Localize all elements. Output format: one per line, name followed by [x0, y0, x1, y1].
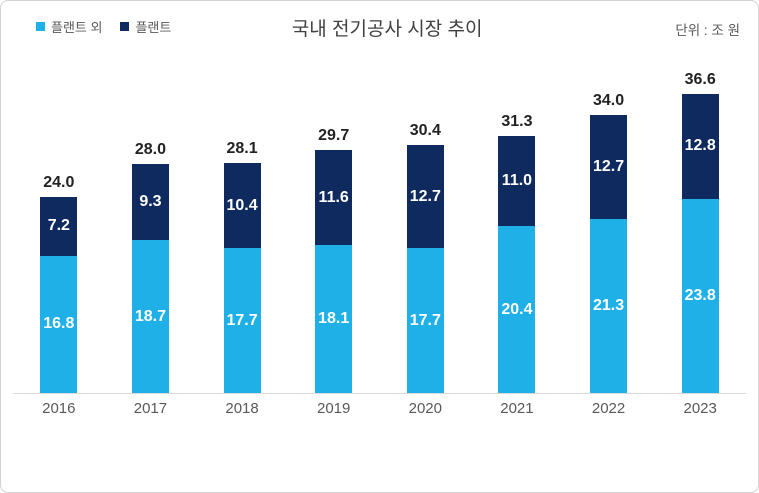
bar-total-label: 28.1 — [226, 140, 258, 158]
bar-total-label: 29.7 — [318, 127, 350, 145]
bar-segment-value: 16.8 — [43, 315, 75, 333]
bar-segment-value: 9.3 — [139, 193, 162, 211]
bar-segment-value: 18.7 — [134, 307, 166, 325]
x-axis-label: 2018 — [225, 400, 259, 417]
bar-column: 29.7 11.6 18.1 — [288, 127, 380, 393]
bar-segment-value: 18.1 — [318, 310, 350, 328]
bar-segment-value: 20.4 — [501, 300, 533, 318]
bar-segment-plant: 12.8 — [681, 94, 719, 199]
bar-total-label: 30.4 — [409, 121, 441, 139]
chart-title: 국내 전기공사 시장 추이 — [291, 19, 483, 40]
x-axis-label: 2016 — [42, 400, 76, 417]
bar-segment-value: 12.8 — [684, 137, 716, 155]
x-axis-label: 2023 — [683, 400, 717, 417]
legend-swatch-plant-other-icon — [36, 22, 45, 31]
bar-segment-value: 12.7 — [409, 187, 441, 205]
bar-segment-plant: 7.2 — [40, 196, 78, 256]
chart-legend: 플랜트 외 플랜트 — [36, 17, 171, 36]
bar-total-label: 28.0 — [134, 141, 166, 159]
bar-segment-value: 17.7 — [226, 311, 258, 329]
bar-segment-value: 23.8 — [684, 286, 716, 304]
bar-segment-plant-other: 18.7 — [131, 240, 169, 393]
bar-column: 34.0 12.7 21.3 — [563, 92, 655, 393]
bar-segment-value: 21.3 — [592, 297, 625, 314]
legend-label-plant: 플랜트 — [135, 20, 172, 35]
bar-segment-value: 7.2 — [47, 217, 70, 235]
bar-segment-plant-other: 17.7 — [223, 248, 261, 393]
bar-column: 31.3 11.0 20.4 — [471, 113, 563, 393]
bar-segment-plant-other: 23.8 — [681, 198, 719, 393]
bar-total-label: 31.3 — [501, 113, 533, 131]
legend-label-plant-other: 플랜트 외 — [51, 20, 103, 35]
unit-label: 단위 : 조 원 — [675, 23, 740, 38]
x-axis-label: 2021 — [500, 400, 534, 417]
bar-total-label: 36.6 — [684, 71, 716, 89]
bar-segment-value: 17.7 — [409, 311, 441, 329]
bar-total-label: 24.0 — [43, 173, 75, 191]
bar-segment-plant: 12.7 — [590, 115, 628, 219]
x-axis-label: 2019 — [317, 400, 351, 417]
bar-segment-value: 11.0 — [501, 172, 533, 190]
plot-area: 24.0 7.2 16.8 28.0 9.3 18.7 28.1 10.4 17.7 29.7 11… — [13, 61, 746, 393]
bar-column: 30.4 12.7 17.7 — [380, 122, 472, 393]
x-axis-labels: 2016 2017 2018 2019 2020 2021 2022 2023 — [13, 400, 746, 417]
legend-swatch-plant-icon — [120, 22, 130, 31]
bar-segment-value: 12.7 — [592, 158, 625, 176]
bar-segment-value: 11.6 — [318, 188, 349, 206]
bar-column: 36.6 12.8 23.8 — [654, 71, 746, 393]
bar-total-label: 34.0 — [592, 92, 625, 110]
bar-column: 28.0 9.3 18.7 — [105, 141, 197, 393]
bar-segment-plant: 11.6 — [315, 150, 353, 246]
bar-segment-plant-other: 18.1 — [315, 245, 353, 393]
bar-segment-value: 10.4 — [226, 196, 258, 214]
x-axis-label: 2020 — [408, 400, 442, 417]
bar-segment-plant: 11.0 — [498, 136, 536, 227]
x-axis-line — [13, 393, 746, 394]
x-axis-label: 2017 — [133, 400, 168, 417]
bar-segment-plant-other: 20.4 — [498, 226, 536, 393]
bar-segment-plant: 10.4 — [223, 163, 261, 249]
bar-segment-plant: 12.7 — [406, 144, 444, 249]
x-axis-label: 2022 — [591, 400, 626, 417]
bar-segment-plant-other: 21.3 — [590, 219, 628, 393]
legend-item-plant: 플랜트 — [120, 17, 171, 36]
bar-column: 24.0 7.2 16.8 — [13, 174, 105, 393]
bar-segment-plant-other: 17.7 — [406, 248, 444, 393]
bar-column: 28.1 10.4 17.7 — [196, 140, 288, 393]
bar-segment-plant: 9.3 — [131, 164, 169, 241]
bar-segment-plant-other: 16.8 — [40, 255, 78, 393]
legend-item-plant-other: 플랜트 외 — [36, 17, 102, 36]
